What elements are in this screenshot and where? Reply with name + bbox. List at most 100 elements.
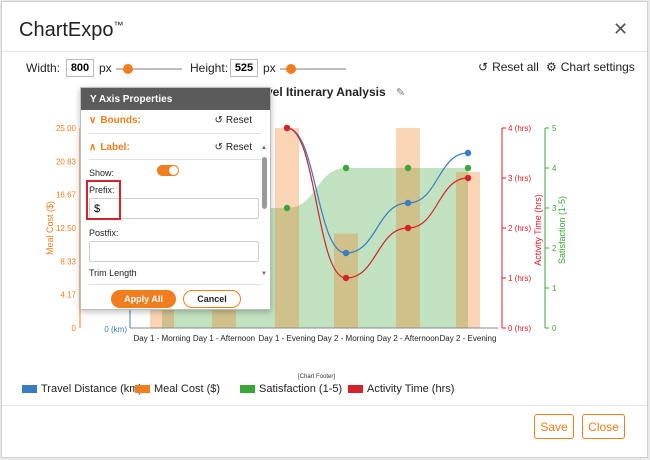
prefix-input[interactable]: [89, 198, 259, 219]
meal-tick-label: 4.17: [60, 291, 76, 300]
reset-icon: ↺: [214, 142, 223, 153]
chevron-up-icon: ∧: [89, 142, 97, 153]
legend-swatch: [348, 385, 363, 393]
x-tick-label: Day 2 - Evening: [440, 334, 497, 343]
activity-tick-label: 3 (hrs): [508, 174, 531, 183]
satisfaction-axis-label: Satisfaction (1-5): [557, 196, 567, 264]
prefix-label: Prefix:: [89, 185, 115, 195]
width-slider-thumb[interactable]: [123, 64, 133, 74]
height-slider[interactable]: [280, 68, 346, 70]
meal-axis-label: Meal Cost ($): [45, 201, 55, 255]
close-button[interactable]: Close: [582, 414, 625, 439]
edit-title-icon: ✎: [396, 86, 405, 99]
legend-item[interactable]: Satisfaction (1-5): [240, 383, 342, 395]
reset-icon: ↺: [214, 115, 223, 126]
width-slider[interactable]: [116, 68, 182, 70]
sliders-icon: ⚙: [546, 60, 557, 74]
meal-tick-label: 16.67: [56, 191, 77, 200]
footer-divider: [2, 405, 647, 406]
meal-cost-bar: [275, 128, 299, 328]
series-point: [342, 249, 350, 257]
distance-tick-label: 0 (km): [104, 325, 127, 334]
legend-swatch: [240, 385, 255, 393]
meal-tick-label: 12.50: [56, 224, 77, 233]
width-unit: px: [99, 61, 112, 75]
show-toggle[interactable]: [157, 165, 179, 176]
reset-all-button[interactable]: ↺ Reset all: [478, 60, 539, 74]
meal-tick-label: 20.83: [56, 157, 77, 166]
satisfaction-tick-label: 0: [552, 324, 557, 333]
series-line: [286, 127, 469, 279]
label-section-toggle[interactable]: ∧ Label:: [89, 142, 130, 153]
legend-label: Activity Time (hrs): [367, 383, 455, 395]
height-label: Height:: [190, 61, 229, 75]
legend-label: Travel Distance (km): [41, 383, 143, 395]
legend-label: Meal Cost ($): [154, 383, 221, 395]
series-line: [286, 127, 469, 254]
series-point: [404, 199, 412, 207]
satisfaction-tick-label: 3: [552, 204, 557, 213]
panel-divider: [89, 133, 261, 134]
activity-tick-label: 0 (hrs): [508, 324, 531, 333]
satisfaction-point: [283, 204, 291, 212]
meal-tick-label: 25.00: [56, 124, 77, 133]
meal-cost-bar: [456, 172, 480, 328]
panel-divider: [89, 159, 261, 160]
apply-all-button[interactable]: Apply All: [111, 290, 176, 308]
postfix-input[interactable]: [89, 241, 259, 262]
satisfaction-tick-label: 2: [552, 244, 557, 253]
activity-tick-label: 1 (hrs): [508, 274, 531, 283]
x-tick-label: Day 1 - Evening: [259, 334, 316, 343]
series-point: [464, 174, 472, 182]
satisfaction-tick-label: 5: [552, 124, 557, 133]
legend-item[interactable]: Travel Distance (km): [22, 383, 142, 395]
close-icon[interactable]: ✕: [613, 19, 629, 39]
series-point: [464, 149, 472, 157]
meal-tick-label: 0: [72, 324, 77, 333]
header-divider: [2, 51, 647, 52]
postfix-label: Postfix:: [89, 228, 119, 238]
satisfaction-tick-label: 1: [552, 284, 557, 293]
app-title: ChartExpo™: [19, 19, 124, 41]
bounds-section-toggle[interactable]: ∨ Bounds:: [89, 115, 141, 126]
save-button[interactable]: Save: [534, 414, 574, 439]
x-tick-label: Day 2 - Afternoon: [377, 334, 439, 343]
scroll-up-icon[interactable]: ▲: [261, 145, 267, 151]
legend-swatch: [22, 385, 37, 393]
width-input[interactable]: [66, 59, 94, 77]
meal-tick-label: 8.33: [60, 257, 76, 266]
bounds-reset-button[interactable]: ↺ Reset: [214, 115, 252, 126]
chart-footer[interactable]: [Chart Footer]: [298, 374, 336, 380]
chart-title: vel Itinerary Analysis: [266, 85, 386, 99]
prefix-highlight: [86, 180, 121, 220]
series-point: [283, 124, 291, 132]
x-tick-label: Day 2 - Morning: [318, 334, 375, 343]
activity-tick-label: 2 (hrs): [508, 224, 531, 233]
satisfaction-point: [342, 164, 350, 172]
activity-axis-label: Activity Time (hrs): [533, 194, 543, 266]
activity-tick-label: 4 (hrs): [508, 124, 531, 133]
satisfaction-tick-label: 4: [552, 164, 557, 173]
x-tick-label: Day 1 - Afternoon: [193, 334, 255, 343]
panel-divider: [89, 284, 261, 285]
cancel-button[interactable]: Cancel: [183, 290, 241, 308]
satisfaction-point: [404, 164, 412, 172]
label-reset-button[interactable]: ↺ Reset: [214, 142, 252, 153]
height-slider-thumb[interactable]: [286, 64, 296, 74]
chart-settings-button[interactable]: ⚙ Chart settings: [546, 60, 635, 74]
height-unit: px: [263, 61, 276, 75]
legend-item[interactable]: Meal Cost ($): [135, 383, 220, 395]
legend-item[interactable]: Activity Time (hrs): [348, 383, 454, 395]
trim-length-label: Trim Length: [89, 268, 137, 278]
width-label: Width:: [26, 61, 61, 75]
height-input[interactable]: [230, 59, 258, 77]
reset-icon: ↺: [478, 60, 489, 74]
legend-label: Satisfaction (1-5): [259, 383, 343, 395]
x-tick-label: Day 1 - Morning: [134, 334, 191, 343]
scroll-thumb[interactable]: [262, 157, 267, 209]
panel-scrollbar[interactable]: ▲ ▼: [261, 145, 268, 279]
show-label: Show:: [89, 168, 115, 178]
chevron-down-icon: ∨: [89, 115, 97, 126]
scroll-down-icon[interactable]: ▼: [261, 271, 267, 277]
